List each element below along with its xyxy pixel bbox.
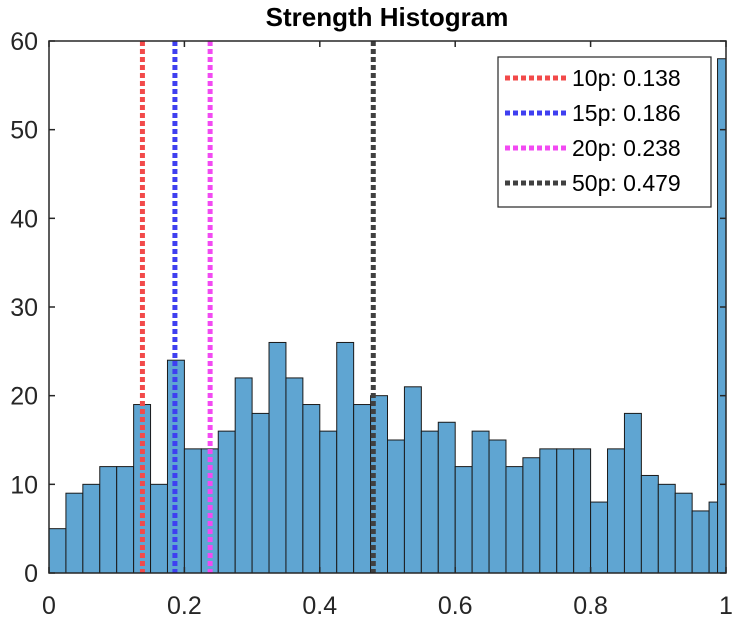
histogram-bar [471, 430, 490, 574]
histogram-bar [590, 501, 609, 574]
histogram-bar [183, 448, 202, 574]
histogram-bar [573, 448, 592, 574]
histogram-bar [717, 58, 727, 574]
histogram-bar [65, 492, 84, 574]
histogram-bar [116, 466, 135, 574]
histogram-bar [268, 341, 287, 574]
y-tick-label: 60 [10, 28, 38, 56]
histogram-bar [488, 439, 507, 574]
x-tick-label: 0.2 [167, 592, 202, 618]
y-tick-label: 50 [10, 117, 38, 145]
x-tick-label: 0.6 [438, 592, 473, 618]
legend-label: 15p: 0.186 [572, 100, 681, 126]
histogram-bar [251, 412, 270, 574]
x-tick-label: 1 [719, 592, 733, 618]
legend-label: 10p: 0.138 [572, 65, 681, 91]
y-tick-label: 30 [10, 294, 38, 322]
x-tick-label: 0 [42, 592, 56, 618]
histogram-bar [539, 448, 558, 574]
y-tick-label: 10 [10, 471, 38, 499]
histogram-bar [302, 404, 321, 574]
legend: 10p: 0.138 15p: 0.186 20p: 0.238 50p: 0.479 [497, 56, 712, 208]
histogram-bar [505, 466, 524, 574]
histogram-bar [336, 341, 355, 574]
legend-label: 20p: 0.238 [572, 135, 681, 161]
histogram-bar [319, 430, 338, 574]
histogram-bar [353, 404, 372, 574]
histogram-bar [285, 377, 304, 574]
histogram-bar [387, 439, 405, 574]
histogram-bar [556, 448, 575, 574]
histogram-bar [522, 457, 541, 574]
histogram-bar [403, 386, 422, 574]
histogram-bar [234, 377, 253, 574]
x-tick-label: 0.4 [302, 592, 337, 618]
y-tick-label: 20 [10, 383, 38, 411]
histogram-bar [420, 430, 439, 574]
bars-group [48, 58, 727, 574]
legend-label: 50p: 0.479 [572, 170, 681, 196]
histogram-bar [217, 430, 236, 574]
y-axis-ticks: 0 10 20 30 40 50 60 [10, 28, 726, 588]
histogram-bar [657, 483, 676, 574]
histogram-bar [691, 510, 710, 574]
histogram-bar [150, 483, 168, 574]
histogram-bar [82, 483, 101, 574]
histogram-bar [623, 412, 642, 574]
y-tick-label: 0 [24, 560, 38, 588]
reference-lines-group [139, 41, 376, 573]
histogram-bar [674, 492, 693, 574]
y-tick-label: 40 [10, 205, 38, 233]
histogram-bar [437, 421, 456, 574]
histogram-bar [454, 466, 473, 574]
histogram-bar [640, 474, 659, 574]
x-axis-ticks: 0 0.2 0.4 0.6 0.8 1 [42, 41, 733, 618]
chart-title: Strength Histogram [266, 2, 509, 32]
histogram-bar [607, 448, 625, 574]
x-tick-label: 0.8 [573, 592, 608, 618]
histogram-bar [99, 466, 118, 574]
histogram-bar [48, 528, 67, 574]
